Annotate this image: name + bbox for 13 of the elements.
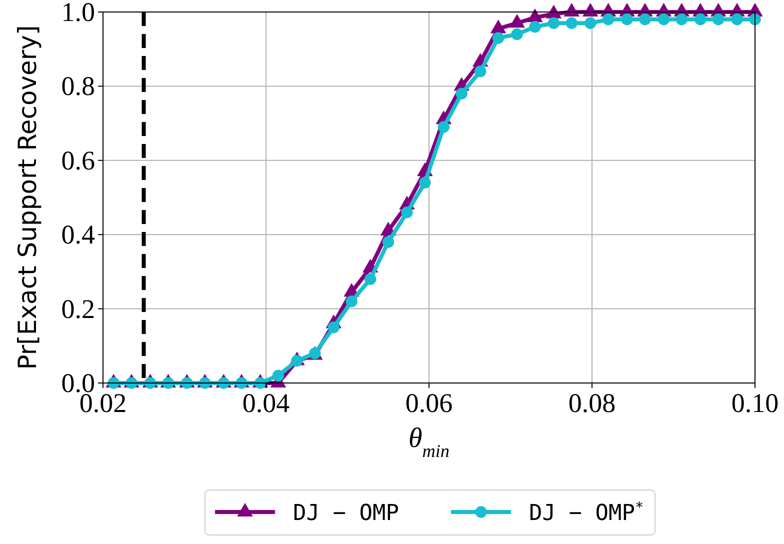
legend-label: DJ − OMP bbox=[293, 501, 399, 526]
y-tick-label: 0.6 bbox=[61, 145, 95, 176]
y-tick-label: 1.0 bbox=[61, 0, 95, 27]
x-axis-title: θ$_{min}$ bbox=[408, 423, 450, 461]
y-tick-label: 0.2 bbox=[61, 294, 95, 324]
legend-label: DJ − OMP$^{*}$ bbox=[529, 500, 644, 526]
y-tick-label: 0.4 bbox=[61, 220, 96, 250]
x-tick-label: 0.10 bbox=[731, 388, 779, 418]
x-tick-label: 0.06 bbox=[405, 388, 453, 418]
y-tick-label: 0.8 bbox=[61, 71, 95, 102]
x-tick-label: 0.04 bbox=[242, 388, 290, 418]
y-axis-title: Pr[Exact Support Recovery] bbox=[13, 25, 42, 370]
x-tick-label: 0.08 bbox=[568, 388, 616, 418]
